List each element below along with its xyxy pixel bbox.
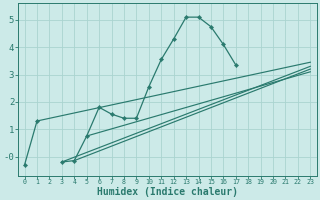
- X-axis label: Humidex (Indice chaleur): Humidex (Indice chaleur): [97, 186, 238, 197]
